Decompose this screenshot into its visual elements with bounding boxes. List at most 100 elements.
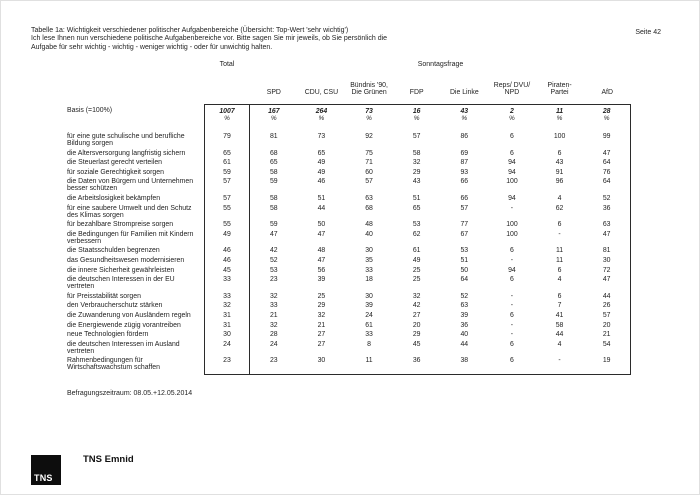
cell-value: 54	[583, 340, 631, 358]
cell-value: 26	[583, 302, 631, 312]
cell-value: -	[510, 204, 514, 212]
row-label: für bezahlbare Strompreise sorgen	[67, 221, 174, 229]
party-headers: SPD CDU, CSU Bündnis '90, Die Grünen FDP Die …	[67, 73, 631, 104]
basis-count: 11	[555, 108, 564, 115]
row-label: für Preisstabilität sorgen	[67, 292, 141, 300]
row-label: die Arbeitslosigkeit bekämpfen	[67, 194, 161, 202]
sonntagsfrage-group-header: Sonntagsfrage	[417, 61, 464, 68]
cell-value: 30	[297, 357, 346, 376]
cell-value: 60	[365, 168, 373, 176]
cell-value: 25	[317, 292, 326, 300]
cell-value: 61	[412, 247, 421, 255]
cell-value: 8	[367, 340, 371, 348]
cell-value: 48	[317, 247, 326, 255]
cell-value: 94	[508, 194, 516, 202]
cell-value: 52	[269, 256, 278, 264]
cell-value: 94	[508, 159, 516, 167]
cell-value: 30	[204, 331, 250, 341]
cell-value: 6	[557, 266, 562, 274]
cell-value: 65	[269, 159, 278, 167]
cell-value: 57	[204, 178, 250, 195]
cell-value: 27	[317, 340, 326, 348]
cell-value: -	[558, 230, 561, 238]
basis-value-cell: 73%	[345, 104, 393, 133]
cell-value: 96	[555, 178, 564, 186]
cell-value: 49	[204, 230, 250, 248]
cell-value: 29	[412, 168, 421, 176]
cell-value: 68	[269, 149, 278, 157]
cell-value: 29	[317, 302, 326, 310]
cell-value: 46	[204, 247, 250, 257]
cell-value: 27	[317, 331, 326, 339]
cell-value: 6	[510, 340, 514, 348]
table-title: Tabelle 1a: Wichtigkeit verschiedener po…	[31, 27, 511, 52]
cell-value: 58	[269, 204, 278, 212]
cell-value: 6	[510, 276, 514, 284]
cell-value: 63	[583, 221, 631, 231]
tns-logo: TNS	[31, 455, 61, 485]
cell-value: 20	[412, 321, 421, 329]
row-label: die Energiewende zügig vorantreiben	[67, 321, 181, 329]
cell-value: 6	[557, 221, 562, 229]
cell-value: 72	[583, 266, 631, 277]
cell-value: 63	[460, 302, 469, 310]
row-label: die Steuerlast gerecht verteilen	[67, 159, 162, 167]
cell-value: 55	[204, 221, 250, 231]
cell-value: 44	[583, 292, 631, 303]
cell-value: 57	[412, 133, 421, 140]
basis-value-cell: 264%	[297, 104, 346, 133]
basis-value-cell: 11%	[535, 104, 584, 133]
cell-value: 6	[557, 292, 562, 300]
cell-value: 11	[555, 256, 564, 264]
cell-value: 6	[510, 149, 514, 157]
cell-value: 46	[204, 256, 250, 267]
basis-value-cell: 16%	[392, 104, 441, 133]
cell-value: 32	[317, 311, 326, 319]
row-label: die Bedingungen für Familien mit Kindern…	[67, 230, 194, 245]
cell-value: 53	[412, 221, 421, 229]
cell-value: -	[535, 357, 584, 376]
basis-count: 16	[412, 108, 421, 115]
party-column-header: Die Linke	[449, 89, 479, 97]
cell-value: 52	[583, 194, 631, 205]
cell-value: 61	[365, 321, 373, 329]
table-group-header-row: Total Sonntagsfrage	[67, 59, 631, 73]
cell-value: 23	[269, 276, 278, 284]
cell-value: 43	[555, 159, 564, 167]
basis-count: 167	[268, 108, 280, 115]
cell-value: 53	[269, 266, 278, 274]
cell-value: 45	[412, 340, 421, 348]
cell-value: 30	[583, 256, 631, 267]
cell-value: 21	[269, 311, 278, 319]
cell-value: 30	[365, 292, 373, 300]
cell-value: 94	[508, 266, 516, 274]
cell-value: 44	[555, 331, 564, 339]
title-line-1: Tabelle 1a: Wichtigkeit verschiedener po…	[31, 27, 349, 34]
cell-value: 51	[460, 256, 469, 264]
cell-value: 48	[365, 221, 373, 229]
basis-count: 1007	[219, 108, 235, 115]
cell-value: 40	[460, 331, 469, 339]
cell-value: 63	[365, 194, 373, 202]
cell-value: 6	[510, 311, 514, 319]
basis-value-cell: 1007%	[204, 104, 250, 133]
party-column-header: CDU, CSU	[304, 89, 339, 97]
cell-value: 76	[583, 168, 631, 179]
cell-value: 49	[317, 168, 326, 176]
cell-value: 57	[583, 311, 631, 322]
row-label: die Altersversorgung langfristig sichern	[67, 149, 186, 157]
percent-sign: %	[603, 115, 610, 122]
basis-value-cell: 2%	[488, 104, 536, 133]
cell-value: 65	[204, 149, 250, 160]
cell-value: 11	[555, 247, 564, 255]
percent-sign: %	[224, 115, 230, 122]
basis-value-cell: 28%	[583, 104, 631, 133]
party-column-header: Bündnis '90, Die Grünen	[350, 81, 388, 97]
cell-value: 71	[365, 159, 373, 167]
cell-value: 18	[365, 276, 373, 284]
cell-value: 21	[317, 321, 326, 329]
cell-value: 25	[412, 266, 421, 274]
cell-value: 49	[412, 256, 421, 264]
row-label: die Daten von Bürgern und Unternehmen bes…	[67, 178, 194, 193]
